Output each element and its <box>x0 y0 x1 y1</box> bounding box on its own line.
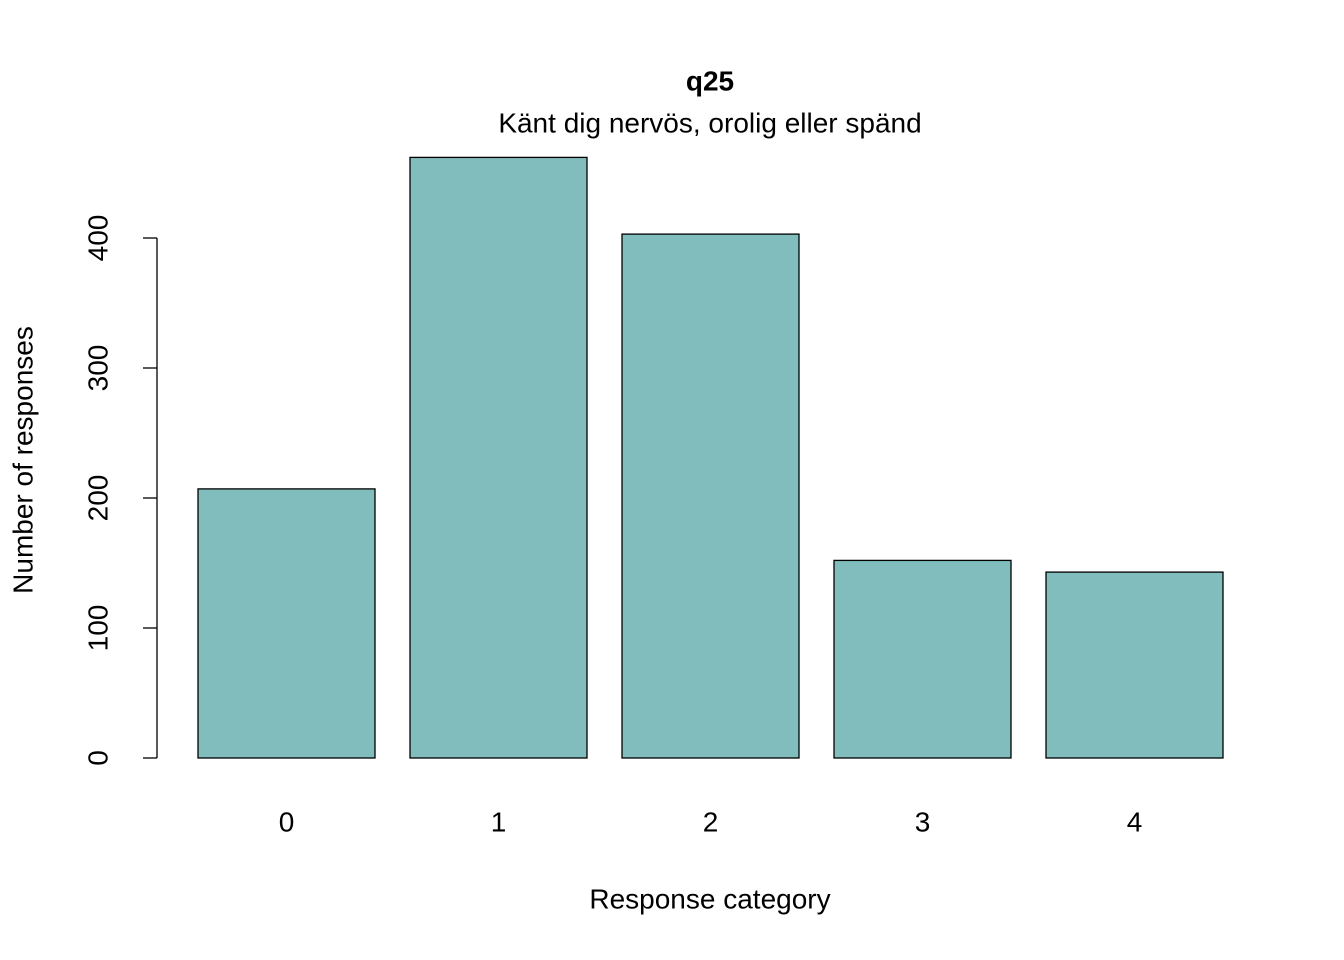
bar <box>621 233 800 759</box>
x-tick-label: 2 <box>703 806 719 837</box>
x-tick-label: 1 <box>491 806 507 837</box>
y-tick-label: 400 <box>82 215 113 262</box>
y-tick-label: 200 <box>82 475 113 522</box>
bar <box>833 559 1012 759</box>
bar <box>1045 571 1224 759</box>
x-tick-label: 4 <box>1127 806 1143 837</box>
x-axis-label: Response category <box>589 883 830 914</box>
y-axis-label: Number of responses <box>7 326 38 594</box>
x-tick-label: 0 <box>279 806 295 837</box>
bar <box>409 156 588 759</box>
bar <box>197 488 376 759</box>
x-tick-label: 3 <box>915 806 931 837</box>
y-tick-label: 100 <box>82 605 113 652</box>
y-tick-label: 300 <box>82 345 113 392</box>
chart-title: q25 <box>686 65 734 96</box>
chart-subtitle: Känt dig nervös, orolig eller spänd <box>498 107 921 138</box>
y-tick-label: 0 <box>82 750 113 766</box>
